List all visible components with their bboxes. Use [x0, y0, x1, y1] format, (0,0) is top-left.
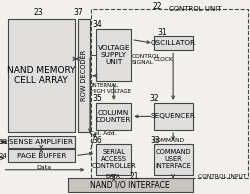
Text: 38: 38: [0, 139, 7, 145]
Bar: [8, 136, 75, 148]
Bar: [154, 36, 192, 50]
Text: CONTROL UNIT: CONTROL UNIT: [169, 6, 221, 12]
Text: VOLTAGE
SUPPLY
UNIT: VOLTAGE SUPPLY UNIT: [98, 45, 130, 65]
Text: 23: 23: [34, 8, 43, 17]
Text: 22: 22: [153, 2, 162, 11]
Text: COMMAND: COMMAND: [153, 138, 185, 143]
Text: SENSE AMPLIFIER: SENSE AMPLIFIER: [9, 139, 73, 145]
Text: SEQUENCER: SEQUENCER: [151, 113, 196, 119]
Text: INTERNAL
HIGH VOLTAGE: INTERNAL HIGH VOLTAGE: [91, 83, 132, 94]
Bar: [91, 9, 248, 178]
Text: 33: 33: [150, 136, 160, 145]
Bar: [96, 144, 131, 175]
Text: 32: 32: [150, 94, 159, 103]
Text: COMMAND
USER
INTERFACE: COMMAND USER INTERFACE: [155, 149, 191, 169]
Bar: [96, 103, 131, 130]
Text: CONTROL INPUT: CONTROL INPUT: [198, 174, 246, 179]
Text: COLUMN
COUNTER: COLUMN COUNTER: [96, 110, 132, 123]
Text: Data: Data: [36, 165, 51, 170]
Text: 31: 31: [158, 28, 167, 36]
Text: 34: 34: [92, 20, 102, 29]
Text: DATA: DATA: [105, 174, 120, 179]
Bar: [68, 178, 192, 192]
Text: 24: 24: [0, 153, 7, 158]
Text: CLOCK: CLOCK: [154, 57, 174, 62]
Text: ROW DECODER: ROW DECODER: [81, 50, 87, 101]
Text: 21: 21: [129, 172, 138, 181]
Text: SERIAL
ACCESS
CONTROLLER: SERIAL ACCESS CONTROLLER: [92, 149, 136, 169]
Text: OSCILLATOR: OSCILLATOR: [150, 40, 196, 46]
Bar: [154, 144, 192, 175]
Text: 37: 37: [74, 8, 84, 17]
Text: NAND I/O INTERFACE: NAND I/O INTERFACE: [90, 181, 170, 190]
Bar: [96, 29, 131, 81]
Bar: [8, 149, 75, 162]
Text: NAND MEMORY
CELL ARRAY: NAND MEMORY CELL ARRAY: [7, 66, 75, 85]
Text: Col. Add.: Col. Add.: [90, 131, 117, 136]
Text: 35: 35: [92, 94, 102, 103]
Bar: [78, 19, 90, 132]
Bar: [8, 19, 75, 132]
Text: 36: 36: [92, 136, 102, 145]
Text: CONTROL
SIGNAL: CONTROL SIGNAL: [132, 54, 161, 65]
Bar: [154, 103, 192, 130]
Text: PAGE BUFFER: PAGE BUFFER: [16, 153, 66, 159]
